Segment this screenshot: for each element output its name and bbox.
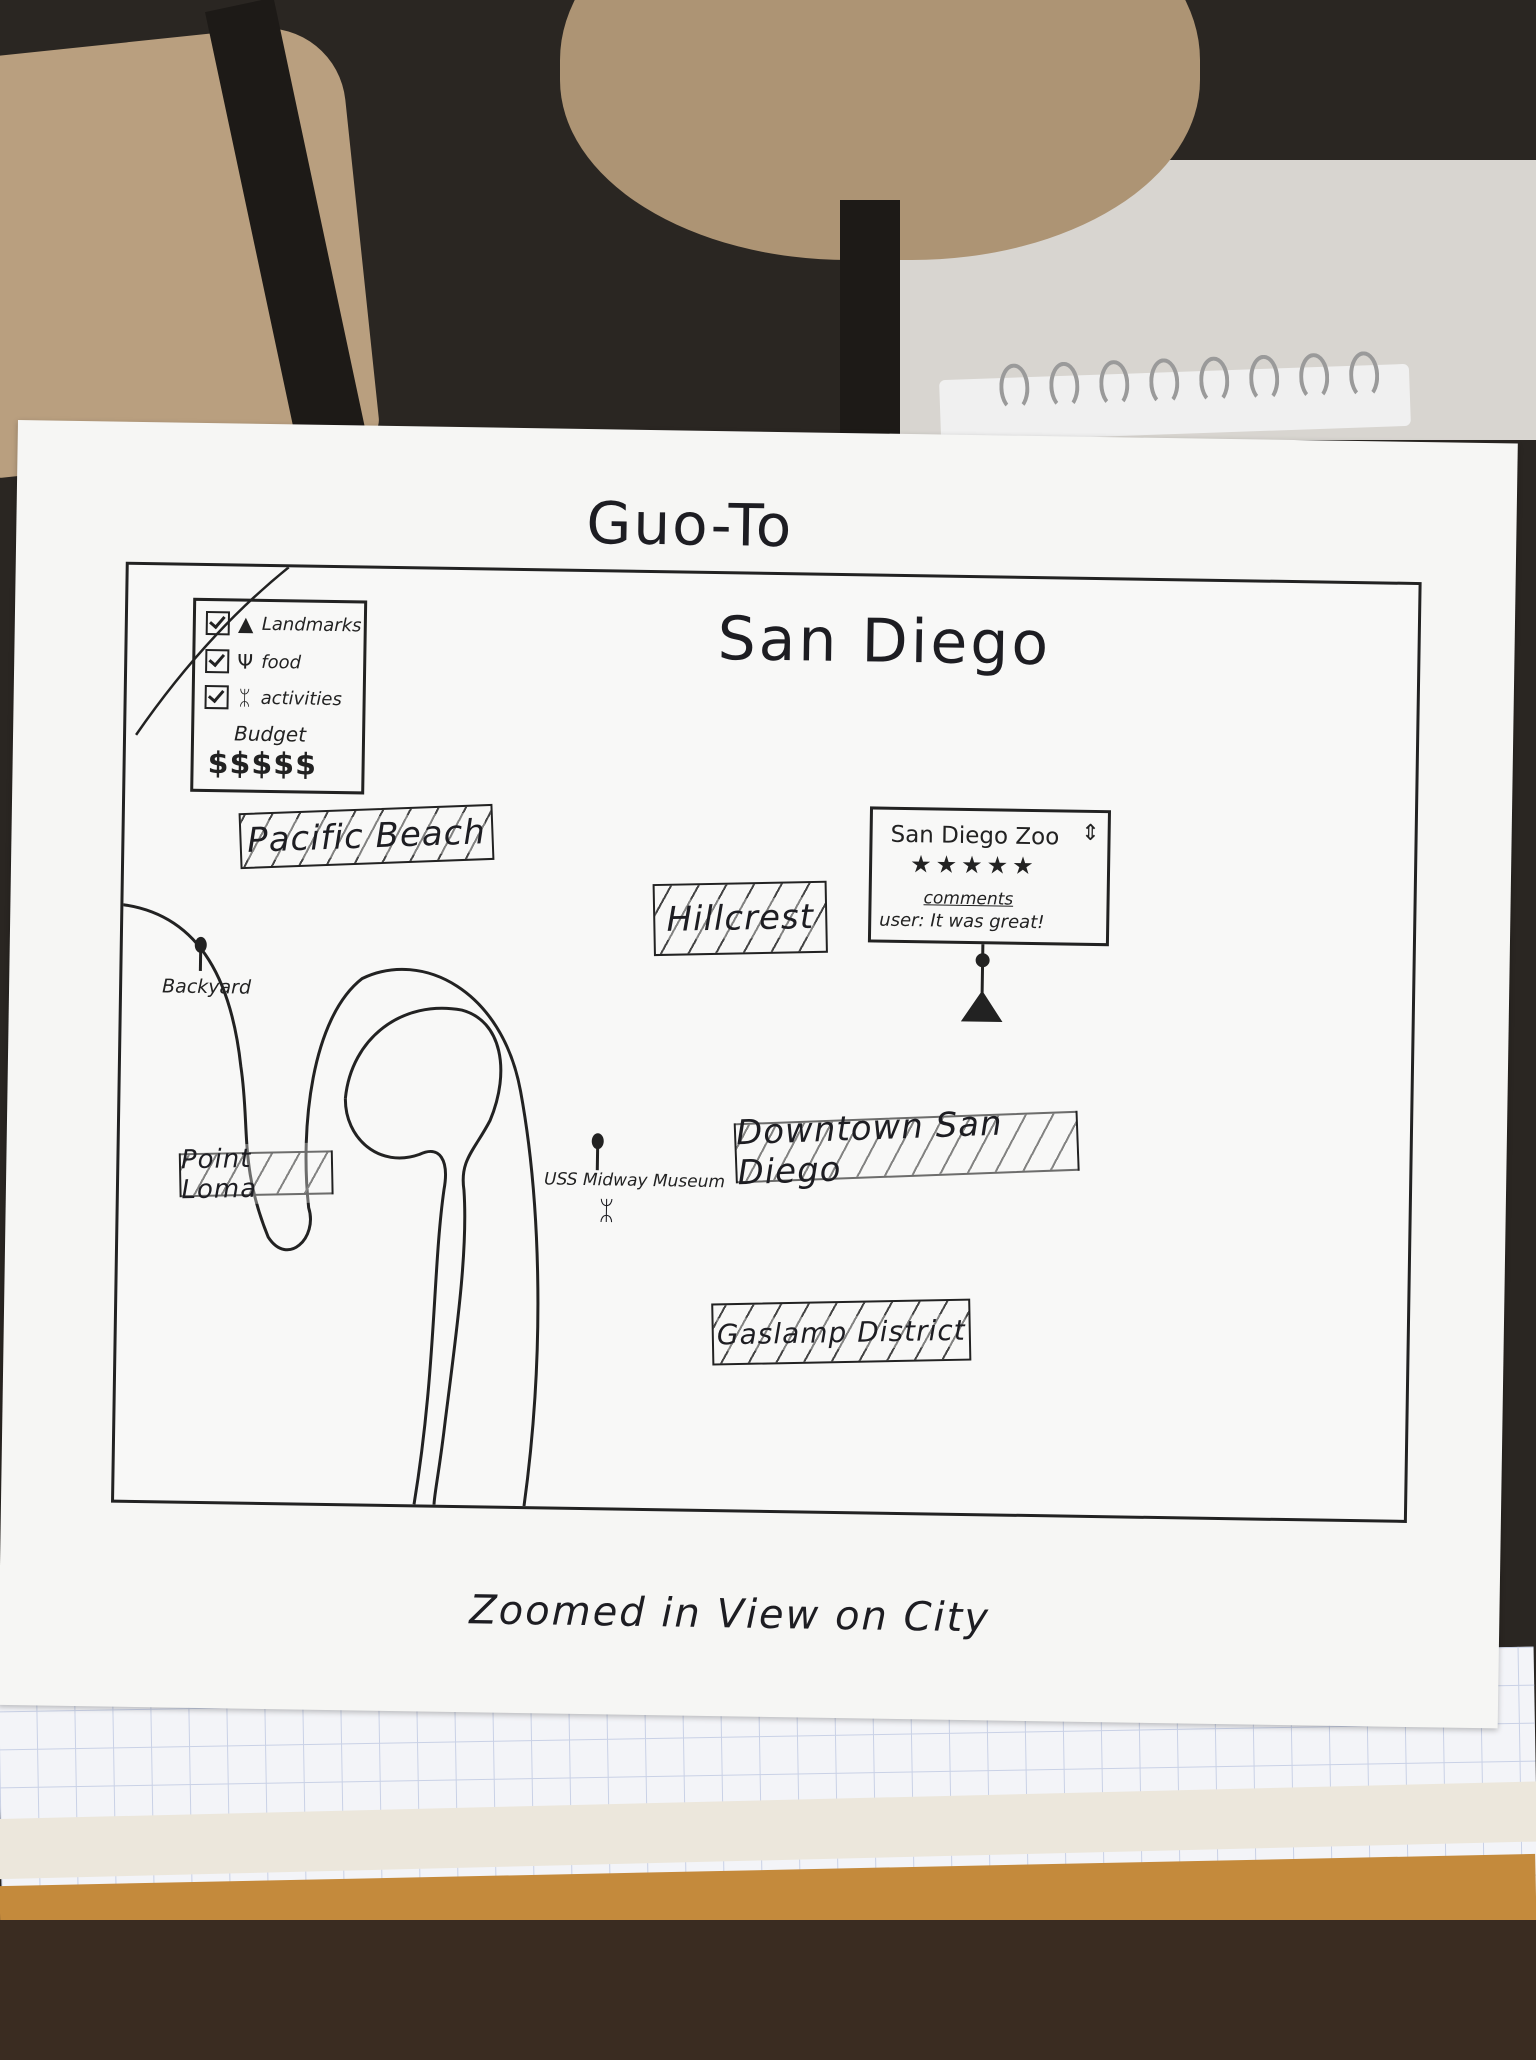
region-gaslamp-district[interactable]: Gaslamp District: [711, 1299, 971, 1366]
page-caption: Zoomed in View on City: [469, 1587, 990, 1641]
place-info-popup[interactable]: San Diego Zoo ★★★★★ comments user: It wa…: [868, 806, 1111, 946]
region-label: Hillcrest: [666, 897, 814, 940]
region-hillcrest[interactable]: Hillcrest: [653, 881, 828, 956]
popup-title: San Diego Zoo: [890, 822, 1059, 851]
budget-label: Budget: [234, 721, 306, 746]
food-checkbox[interactable]: [205, 649, 229, 673]
app-title: Guo-To: [586, 489, 794, 560]
comments-link[interactable]: comments: [923, 888, 1013, 909]
table-surface: [0, 1920, 1536, 2060]
region-label: Gaslamp District: [717, 1313, 966, 1351]
map-pin-icon[interactable]: [190, 936, 211, 972]
place-uss-midway-label: USS Midway Museum: [544, 1169, 725, 1192]
budget-selector[interactable]: $$$$$: [207, 746, 317, 783]
filter-food[interactable]: Ψ food: [205, 649, 301, 675]
rating-stars[interactable]: ★★★★★: [910, 850, 1038, 880]
landmarks-checkbox[interactable]: [206, 611, 230, 635]
filter-panel: ▲ Landmarks Ψ food ᛯ activities Budget $…: [190, 598, 367, 795]
user-review: user: It was great!: [879, 910, 1045, 934]
city-title: San Diego: [717, 604, 1052, 679]
region-label: Pacific Beach: [246, 812, 486, 861]
filter-label: Landmarks: [262, 613, 362, 636]
scroll-arrows-icon[interactable]: ⇕: [1081, 825, 1100, 843]
region-point-loma[interactable]: Point Loma: [179, 1150, 334, 1197]
person-running-icon: ᛯ: [598, 1196, 614, 1226]
filter-landmarks[interactable]: ▲ Landmarks: [206, 611, 362, 637]
filter-activities[interactable]: ᛯ activities: [204, 685, 342, 711]
fork-icon: Ψ: [235, 649, 255, 673]
place-backyard-label: Backyard: [162, 975, 251, 998]
wireframe-sheet: Guo-To San Diego ▲ Landmarks Ψ food: [0, 420, 1518, 1728]
region-downtown-san-diego[interactable]: Downtown San Diego: [734, 1111, 1080, 1184]
region-label: Point Loma: [181, 1142, 332, 1205]
map-view[interactable]: San Diego ▲ Landmarks Ψ food ᛯ activitie…: [111, 562, 1422, 1523]
region-label: Downtown San Diego: [735, 1101, 1078, 1193]
landmark-marker-icon[interactable]: [952, 938, 1013, 1024]
filter-label: food: [261, 651, 301, 673]
region-pacific-beach[interactable]: Pacific Beach: [239, 804, 495, 869]
landmark-cone-icon: ▲: [236, 611, 256, 635]
activities-checkbox[interactable]: [204, 685, 228, 709]
chair-leg: [840, 200, 900, 440]
filter-label: activities: [261, 687, 342, 709]
map-pin-icon[interactable]: [587, 1132, 608, 1172]
person-running-icon: ᛯ: [234, 685, 254, 709]
